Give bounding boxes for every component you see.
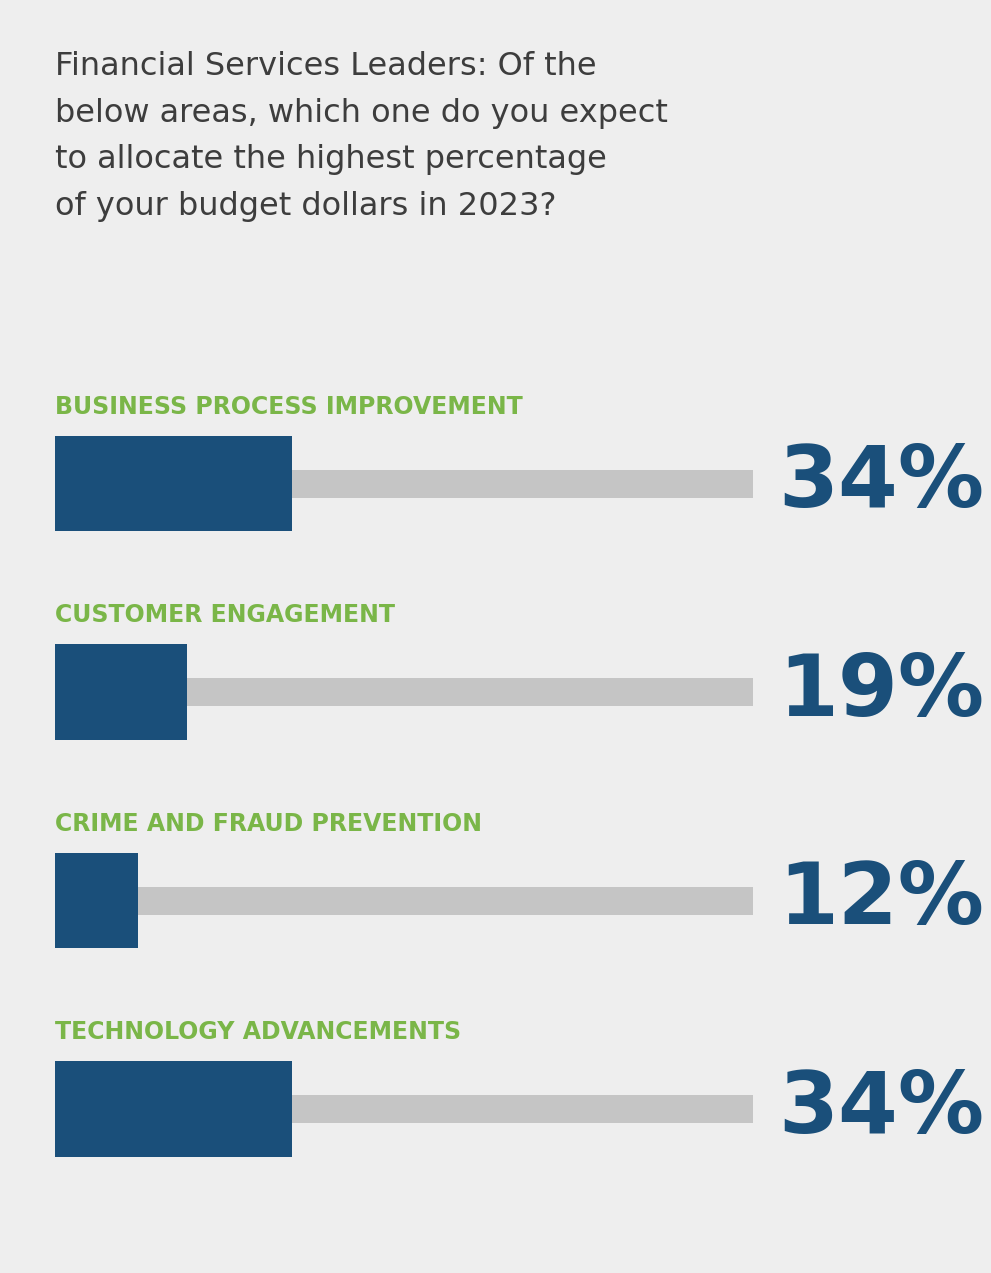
Text: CRIME AND FRAUD PREVENTION: CRIME AND FRAUD PREVENTION — [55, 812, 482, 835]
Text: Financial Services Leaders: Of the
below areas, which one do you expect
to alloc: Financial Services Leaders: Of the below… — [55, 51, 667, 222]
Text: 34%: 34% — [778, 1068, 984, 1151]
Text: 19%: 19% — [778, 651, 984, 733]
Text: 12%: 12% — [778, 859, 984, 942]
Text: 34%: 34% — [778, 442, 984, 526]
Bar — [55, 679, 753, 707]
Text: TECHNOLOGY ADVANCEMENTS: TECHNOLOGY ADVANCEMENTS — [55, 1020, 461, 1044]
Bar — [55, 853, 139, 948]
Text: CUSTOMER ENGAGEMENT: CUSTOMER ENGAGEMENT — [55, 603, 394, 628]
Bar — [55, 1062, 292, 1157]
Bar — [55, 1095, 753, 1123]
Bar — [55, 644, 187, 740]
Bar — [55, 886, 753, 914]
Bar — [55, 435, 292, 532]
Bar — [55, 470, 753, 498]
Text: BUSINESS PROCESS IMPROVEMENT: BUSINESS PROCESS IMPROVEMENT — [55, 395, 522, 419]
